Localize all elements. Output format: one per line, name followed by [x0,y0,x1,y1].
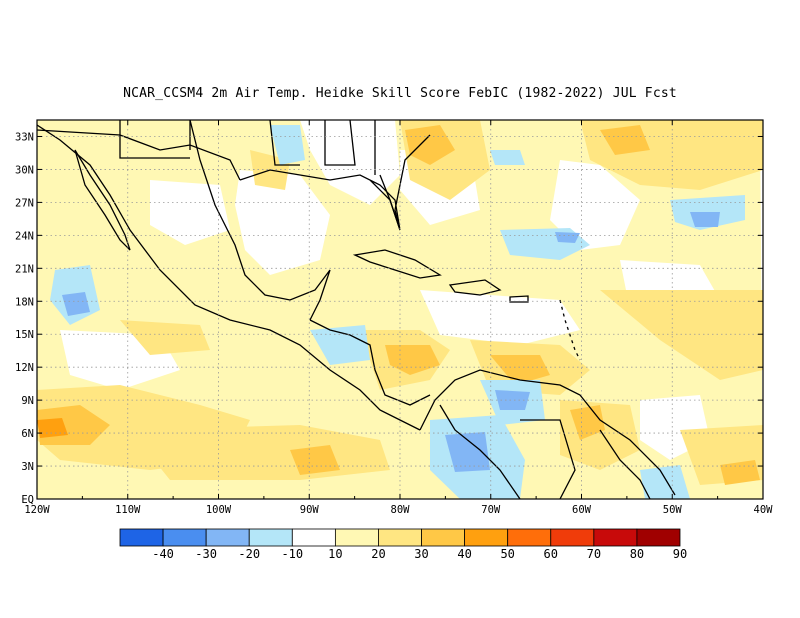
colorbar-swatch [378,528,422,547]
coastlines [37,120,676,499]
colorbar-swatch [334,528,379,547]
colorbar-label: 50 [500,547,514,561]
chart-title: NCAR_CCSM4 2m Air Temp. Heidke Skill Sco… [123,86,677,101]
gridlines [37,120,763,499]
shade-neutral [60,120,720,460]
colorbar-swatch [291,528,336,547]
x-tick-label: 120W [24,504,50,516]
colorbar-label: -30 [195,547,217,561]
x-tick-label: 90W [300,504,320,516]
y-tick-label: 18N [15,296,34,308]
shade-20-30 [37,120,763,485]
colorbar-label: 20 [371,547,385,561]
colorbar-label: 70 [587,547,601,561]
x-tick-label: 100W [206,504,232,516]
colorbar-swatch [119,528,164,547]
colorbar-swatch [593,528,638,547]
y-tick-label: 33N [15,131,34,143]
colorbar-swatch [550,528,595,547]
y-tick-label: 21N [15,263,34,275]
x-tick-label: 70W [481,504,501,516]
colorbar-swatch [248,528,293,547]
x-tick-label: 60W [572,504,592,516]
x-tick-label: 80W [391,504,411,516]
colorbar-swatch [636,528,681,547]
y-tick-label: 15N [15,329,34,341]
x-tick-label: 50W [663,504,683,516]
colorbar: -40 -30 -20 -10 10 20 30 40 50 60 70 80 90 [119,528,687,561]
y-tick-label: 12N [15,362,34,374]
colorbar-label: 40 [457,547,471,561]
colorbar-label: -40 [152,547,174,561]
colorbar-label: -10 [281,547,303,561]
colorbar-swatch [162,528,207,547]
x-axis: 120W 110W 100W 90W 80W 70W 60W 50W 40W [24,120,773,516]
y-tick-label: EQ [21,494,34,506]
y-tick-label: 3N [21,461,34,473]
colorbar-swatch [464,528,509,547]
colorbar-label: -20 [238,547,260,561]
colorbar-swatch [507,528,552,547]
y-tick-label: 6N [21,428,34,440]
colorbar-label: 90 [673,547,687,561]
y-tick-label: 30N [15,164,34,176]
x-tick-label: 40W [754,504,774,516]
y-axis: EQ 3N 6N 9N 12N 15N 18N 21N 24N 27N 30N 33N [15,131,763,506]
y-tick-label: 9N [21,395,34,407]
colorbar-swatch [421,528,466,547]
y-tick-label: 24N [15,230,34,242]
colorbar-label: 80 [630,547,644,561]
colorbar-label: 60 [544,547,558,561]
colorbar-swatch [205,528,250,547]
y-tick-label: 27N [15,197,34,209]
colorbar-label: 10 [328,547,342,561]
colorbar-label: 30 [414,547,428,561]
x-tick-label: 110W [115,504,141,516]
